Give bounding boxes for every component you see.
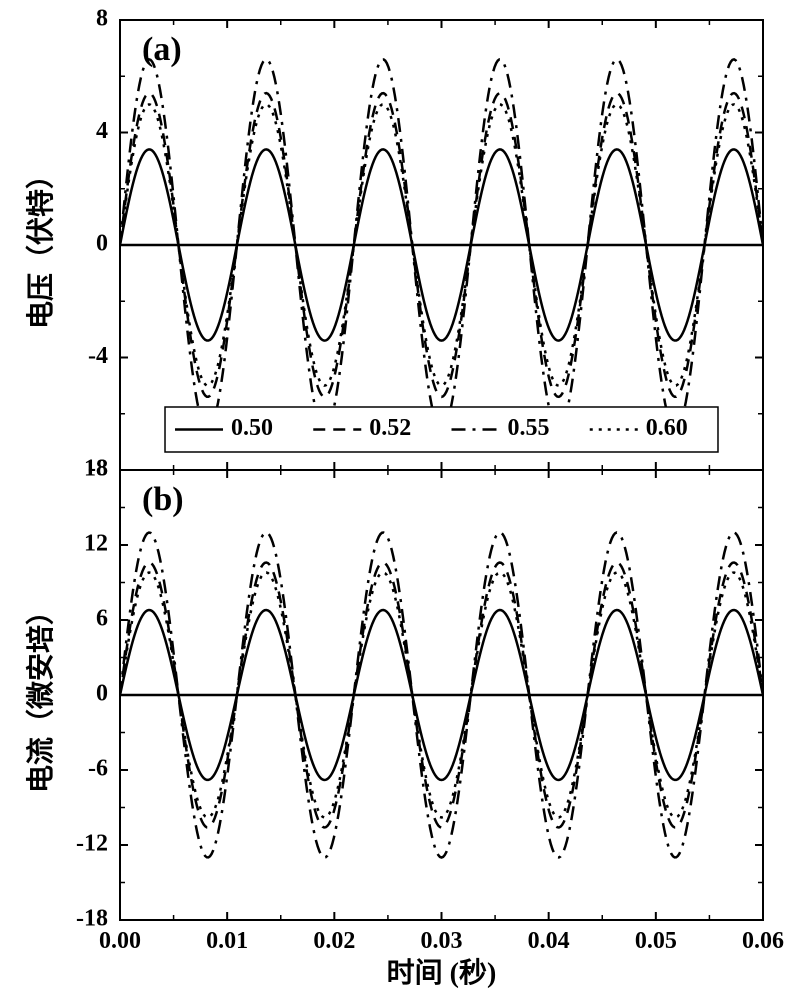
xtick-label: 0.00 — [99, 928, 141, 954]
xtick-label: 0.06 — [742, 928, 784, 954]
ytick-label: 18 — [84, 456, 108, 482]
xtick-label: 0.04 — [528, 928, 570, 954]
xtick-label: 0.03 — [421, 928, 463, 954]
xtick-label: 0.05 — [635, 928, 677, 954]
ytick-label: -12 — [76, 831, 108, 857]
ylabel: 电流（微安培） — [24, 597, 57, 793]
legend-label: 0.55 — [508, 415, 550, 441]
ytick-label: 4 — [96, 118, 108, 144]
legend-label: 0.52 — [369, 415, 411, 441]
legend-label: 0.50 — [231, 415, 273, 441]
ytick-label: 6 — [96, 606, 108, 632]
panel-label: (b) — [142, 481, 184, 518]
panel-a: -8-4048电压（伏特）(a)0.500.520.550.60 — [24, 6, 763, 482]
xlabel: 时间 (秒) — [387, 957, 497, 989]
ytick-label: 8 — [96, 6, 108, 32]
ytick-label: 12 — [84, 531, 108, 557]
ytick-label: 0 — [96, 681, 108, 707]
figure-svg: -8-4048电压（伏特）(a)0.500.520.550.60-18-12-6… — [0, 0, 793, 1000]
ytick-label: -4 — [88, 343, 108, 369]
ytick-label: 0 — [96, 231, 108, 257]
legend-label: 0.60 — [646, 415, 688, 441]
figure-container: -8-4048电压（伏特）(a)0.500.520.550.60-18-12-6… — [0, 0, 793, 1000]
xtick-label: 0.02 — [313, 928, 355, 954]
panel-label: (a) — [142, 31, 182, 68]
ylabel: 电压（伏特） — [24, 161, 57, 329]
panel-b: -18-12-60612180.000.010.020.030.040.050.… — [24, 456, 784, 955]
ytick-label: -6 — [88, 756, 108, 782]
xtick-label: 0.01 — [206, 928, 248, 954]
